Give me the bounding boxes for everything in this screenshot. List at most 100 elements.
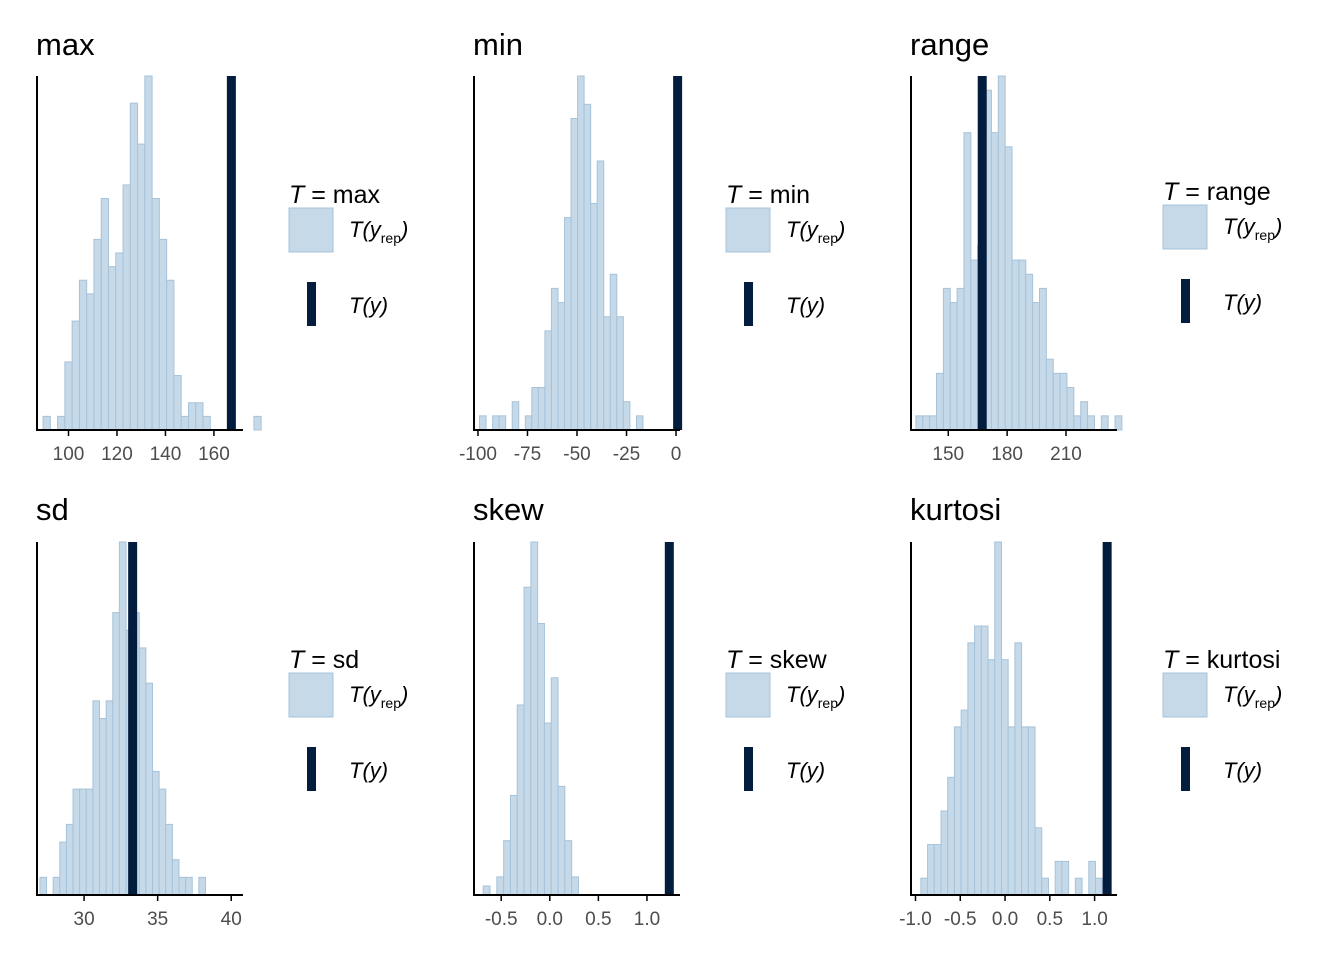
histogram-bar xyxy=(93,238,102,431)
histogram-bar xyxy=(511,401,520,431)
histogram-bar xyxy=(596,160,605,431)
x-tick-label: -75 xyxy=(514,444,541,465)
histogram-bar xyxy=(173,375,182,431)
histogram-bar xyxy=(195,402,204,431)
histogram-bar xyxy=(496,876,505,896)
legend-obs-swatch xyxy=(307,282,316,326)
x-tick-label: -25 xyxy=(613,444,640,465)
histogram-bar xyxy=(129,102,139,431)
histogram-bar xyxy=(1027,726,1036,896)
histogram-bar xyxy=(1041,877,1049,896)
histogram-bar xyxy=(78,279,88,431)
histogram-bar xyxy=(537,622,545,896)
histogram-bar xyxy=(165,823,173,896)
histogram-bar xyxy=(145,682,154,896)
panel-title: max xyxy=(36,27,95,62)
panel-title: min xyxy=(473,27,523,62)
histogram-bar xyxy=(479,415,487,431)
panel-max: max 100 120 140 160 T = max T(yrep) T(y) xyxy=(36,27,408,465)
histogram-bar xyxy=(144,75,153,431)
x-tick-label: 0.5 xyxy=(1037,909,1063,930)
histogram-bar xyxy=(39,876,48,896)
legend-rep-swatch xyxy=(288,672,334,718)
histogram-bar xyxy=(929,415,938,431)
panel-sd: sd 30 35 40 T = sd T(yrep) T(y) xyxy=(36,492,408,930)
histogram-bar xyxy=(557,302,566,431)
histogram-bar xyxy=(524,415,533,431)
legend: T = min T(yrep) T(y) xyxy=(725,181,845,326)
panel-range: range 150 180 210 T = range T(yrep) T(y) xyxy=(910,27,1282,465)
legend-obs-swatch xyxy=(744,282,753,326)
legend-obs-swatch xyxy=(744,747,753,791)
x-tick-label: 120 xyxy=(101,444,133,465)
histogram-bar xyxy=(974,625,982,896)
legend-rep-label: T(yrep) xyxy=(786,217,845,246)
x-tick-label: 0.0 xyxy=(537,909,563,930)
histogram-bar xyxy=(953,726,962,896)
histogram-bar xyxy=(994,541,1002,896)
histogram-bar xyxy=(590,202,598,431)
histogram-bar xyxy=(1045,358,1054,431)
histogram-bar xyxy=(187,402,197,431)
panel-title: skew xyxy=(473,492,544,527)
legend-rep-label: T(yrep) xyxy=(1223,682,1282,711)
panel-kurtosi: kurtosi -1.0 -0.5 0.0 0.5 1.0 T = kurtosi T(yre… xyxy=(899,492,1282,930)
histogram-bar xyxy=(1088,860,1097,896)
histogram-bar xyxy=(100,198,109,431)
histogram-bar xyxy=(1000,659,1009,896)
histogram-bar xyxy=(71,320,80,431)
legend-title: T = skew xyxy=(726,646,828,674)
legend: T = max T(yrep) T(y) xyxy=(288,181,408,326)
histogram-bar xyxy=(960,709,969,896)
legend-title: T = sd xyxy=(289,646,359,674)
histogram-bar xyxy=(59,841,67,896)
legend-obs-swatch xyxy=(1181,279,1190,323)
x-tick-label: -50 xyxy=(563,444,590,465)
x-tick-label: -1.0 xyxy=(899,909,932,930)
histogram-bar xyxy=(967,642,976,896)
panel-title: range xyxy=(910,27,989,62)
histogram-bar xyxy=(492,415,500,431)
histogram-bar xyxy=(498,415,507,431)
x-tick-label: 0.0 xyxy=(992,909,1018,930)
panel-title: kurtosi xyxy=(910,492,1001,527)
histogram-bar xyxy=(137,143,146,431)
x-tick-label: 35 xyxy=(147,909,168,930)
legend-obs-label: T(y) xyxy=(1223,758,1262,783)
legend-obs-label: T(y) xyxy=(786,293,825,318)
histogram-bar xyxy=(1095,877,1103,896)
histogram-bar xyxy=(1061,860,1070,896)
histogram-bar xyxy=(85,788,94,896)
histogram-bar xyxy=(151,198,160,431)
legend-rep-swatch xyxy=(725,207,771,253)
legend-title: T = kurtosi xyxy=(1163,646,1280,674)
histogram-bar xyxy=(1032,302,1041,431)
histogram-bar xyxy=(158,238,168,431)
histogram-bar xyxy=(503,840,511,896)
histogram-bar xyxy=(915,415,924,431)
legend: T = kurtosi T(yrep) T(y) xyxy=(1162,646,1282,791)
histogram-bar xyxy=(557,785,566,896)
histogram-bar xyxy=(122,184,131,431)
legend-rep-swatch xyxy=(725,672,771,718)
x-tick-label: 150 xyxy=(932,444,964,465)
x-tick-label: 40 xyxy=(221,909,242,930)
histogram-bar xyxy=(107,266,117,431)
legend-rep-label: T(yrep) xyxy=(349,682,408,711)
histogram-bar xyxy=(537,387,546,431)
histogram-bar xyxy=(79,788,87,896)
histogram-bar xyxy=(963,132,972,431)
histogram-bar xyxy=(105,700,114,896)
histogram-bar xyxy=(544,330,552,431)
histogram-bar xyxy=(178,876,187,896)
legend-obs-label: T(y) xyxy=(349,293,388,318)
x-tick-label: 210 xyxy=(1050,444,1082,465)
legend-title: T = range xyxy=(1163,178,1271,206)
panel-skew: skew -0.5 0.0 0.5 1.0 T = skew T(yrep) T(y) xyxy=(473,492,845,930)
histogram-bar xyxy=(1080,401,1089,431)
legend-rep-label: T(yrep) xyxy=(786,682,845,711)
legend-title: T = min xyxy=(726,181,810,209)
histogram-bar xyxy=(198,876,206,896)
panel-min: min -100 -75 -50 -25 0 T = min T(yrep) T(y) xyxy=(459,27,845,465)
